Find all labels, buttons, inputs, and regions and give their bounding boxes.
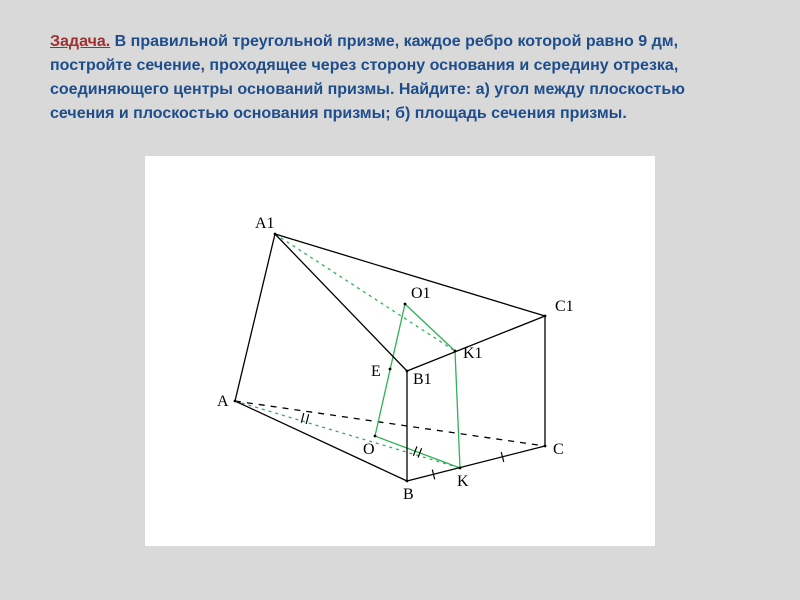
svg-text:C: C [553,441,564,458]
svg-text:E: E [371,363,381,380]
task-body: В правильной треугольной призме, каждое … [50,33,685,122]
svg-text:A1: A1 [255,215,275,232]
svg-text:O1: O1 [411,285,431,302]
svg-text:K: K [457,473,469,490]
prism-diagram: A B C A1 B1 C1 K K1 O O1 E [145,156,655,546]
problem-text: Задача. В правильной треугольной призме,… [50,30,750,126]
svg-text:B: B [403,486,414,503]
task-label: Задача. [50,33,110,50]
svg-text:A: A [217,393,229,410]
svg-text:K1: K1 [463,345,483,362]
svg-text:C1: C1 [555,298,574,315]
svg-text:B1: B1 [413,371,432,388]
svg-text:O: O [363,441,375,458]
